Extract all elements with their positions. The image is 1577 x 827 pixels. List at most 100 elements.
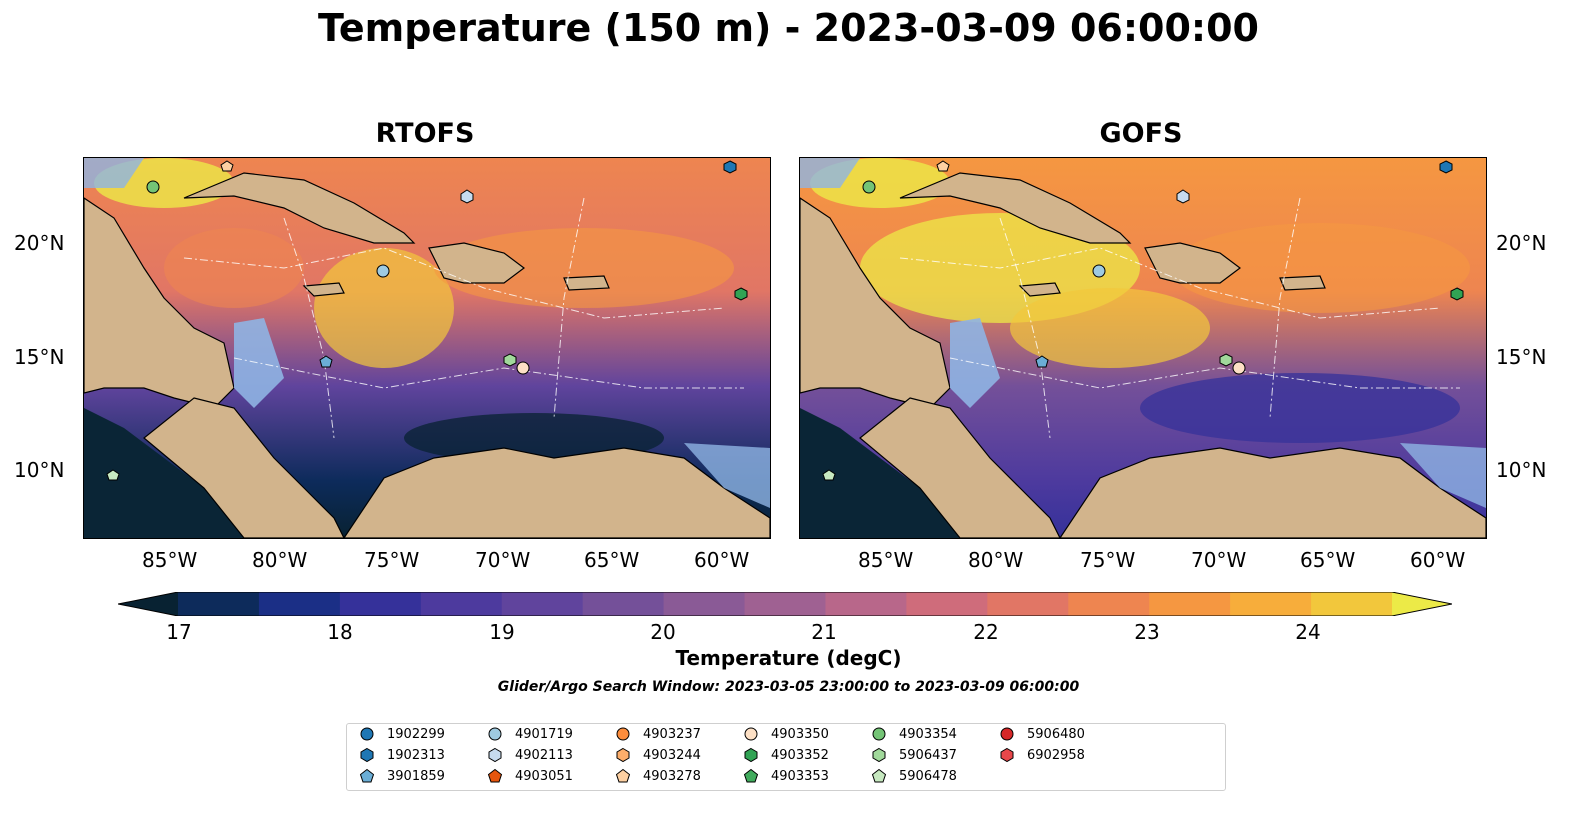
colorbar-segment <box>258 592 341 616</box>
colorbar-segment <box>1311 592 1393 616</box>
legend-item: 4903278 <box>615 768 701 784</box>
x-tick-label: 75°W <box>364 548 420 572</box>
circle-marker-icon <box>872 727 886 741</box>
x-tick-label: 60°W <box>1410 548 1466 572</box>
panel-title-gofs: GOFS <box>1099 118 1183 149</box>
circle-marker-icon <box>488 727 502 741</box>
legend-item: 6902958 <box>999 747 1085 763</box>
circle-marker-icon <box>616 727 630 741</box>
legend-label: 3901859 <box>387 768 445 784</box>
legend-item: 5906437 <box>871 747 957 763</box>
colorbar-segment <box>582 592 665 616</box>
x-tick-label: 70°W <box>1191 548 1247 572</box>
legend-label: 4903244 <box>643 747 701 763</box>
x-tick-label: 70°W <box>475 548 531 572</box>
hexagon-marker-icon <box>488 747 502 763</box>
legend-item: 4903354 <box>871 726 957 742</box>
x-tick-label: 80°W <box>968 548 1024 572</box>
legend-item: 4903350 <box>743 726 829 742</box>
colorbar <box>118 592 1452 616</box>
legend-item: 4902113 <box>487 747 573 763</box>
colorbar-tick: 24 <box>1295 620 1321 644</box>
legend-item: 3901859 <box>359 768 445 784</box>
colorbar-segment <box>663 592 746 616</box>
legend-label: 5906437 <box>899 747 957 763</box>
x-tick-label: 75°W <box>1080 548 1136 572</box>
legend-item: 1902313 <box>359 747 445 763</box>
colorbar-label: Temperature (degC) <box>675 646 902 670</box>
legend-item: 4903237 <box>615 726 701 742</box>
y-tick-label: 15°N <box>14 345 65 369</box>
panel-title-rtofs: RTOFS <box>375 118 475 149</box>
legend-item: 4903244 <box>615 747 701 763</box>
legend-item: 4903352 <box>743 747 829 763</box>
y-tick-label: 20°N <box>14 231 65 255</box>
hexagon-marker-icon <box>744 747 758 763</box>
legend-label: 5906478 <box>899 768 957 784</box>
legend-item: 4903051 <box>487 768 573 784</box>
legend-item: 5906480 <box>999 726 1085 742</box>
circle-marker-icon <box>1000 727 1014 741</box>
colorbar-extend-high <box>1392 592 1452 616</box>
colorbar-segment <box>1149 592 1231 616</box>
x-tick-label: 60°W <box>694 548 750 572</box>
circle-marker-icon <box>360 727 374 741</box>
hexagon-marker-icon <box>872 747 886 763</box>
colorbar-tick: 18 <box>327 620 353 644</box>
legend-label: 5906480 <box>1027 726 1085 742</box>
colorbar-segment <box>1068 592 1150 616</box>
legend-item: 4903353 <box>743 768 829 784</box>
colorbar-tick: 19 <box>489 620 515 644</box>
legend-item: 5906478 <box>871 768 957 784</box>
x-tick-label: 85°W <box>858 548 914 572</box>
legend-label: 4903237 <box>643 726 701 742</box>
colorbar-tick: 21 <box>811 620 837 644</box>
legend-label: 4903352 <box>771 747 829 763</box>
colorbar-segment <box>987 592 1069 616</box>
x-tick-label: 85°W <box>142 548 198 572</box>
legend: 1902299 1902313 3901859 4901719 4902113 49030… <box>346 723 1226 791</box>
colorbar-tick: 20 <box>650 620 676 644</box>
pentagon-marker-icon <box>871 768 887 783</box>
x-tick-label: 65°W <box>584 548 640 572</box>
legend-item: 4901719 <box>487 726 573 742</box>
gofs-map[interactable] <box>799 157 1487 539</box>
colorbar-tick: 23 <box>1134 620 1160 644</box>
colorbar-segment <box>1230 592 1312 616</box>
legend-label: 6902958 <box>1027 747 1085 763</box>
pentagon-marker-icon <box>615 768 631 783</box>
legend-label: 4903051 <box>515 768 573 784</box>
pentagon-marker-icon <box>359 768 375 783</box>
y-tick-label: 10°N <box>14 458 65 482</box>
hexagon-marker-icon <box>1000 747 1014 763</box>
legend-label: 4903350 <box>771 726 829 742</box>
legend-label: 1902299 <box>387 726 445 742</box>
colorbar-segment <box>339 592 422 616</box>
y-tick-label: 20°N <box>1496 231 1547 255</box>
legend-label: 1902313 <box>387 747 445 763</box>
x-tick-label: 80°W <box>252 548 308 572</box>
colorbar-segment <box>178 592 260 616</box>
colorbar-segment <box>825 592 907 616</box>
pentagon-marker-icon <box>487 768 503 783</box>
colorbar-tick: 17 <box>166 620 192 644</box>
x-tick-label: 65°W <box>1300 548 1356 572</box>
y-tick-label: 15°N <box>1496 345 1547 369</box>
circle-marker-icon <box>744 727 758 741</box>
legend-label: 4903278 <box>643 768 701 784</box>
legend-item: 1902299 <box>359 726 445 742</box>
hexagon-marker-icon <box>360 747 374 763</box>
figure-title: Temperature (150 m) - 2023-03-09 06:00:0… <box>317 6 1259 50</box>
colorbar-segment <box>420 592 503 616</box>
pentagon-marker-icon <box>743 768 759 783</box>
legend-label: 4901719 <box>515 726 573 742</box>
colorbar-segment <box>906 592 988 616</box>
colorbar-tick: 22 <box>973 620 999 644</box>
hexagon-marker-icon <box>616 747 630 763</box>
colorbar-extend-low <box>118 592 178 616</box>
colorbar-segment <box>501 592 584 616</box>
rtofs-map[interactable] <box>83 157 771 539</box>
y-tick-label: 10°N <box>1496 458 1547 482</box>
legend-label: 4903353 <box>771 768 829 784</box>
legend-label: 4902113 <box>515 747 573 763</box>
